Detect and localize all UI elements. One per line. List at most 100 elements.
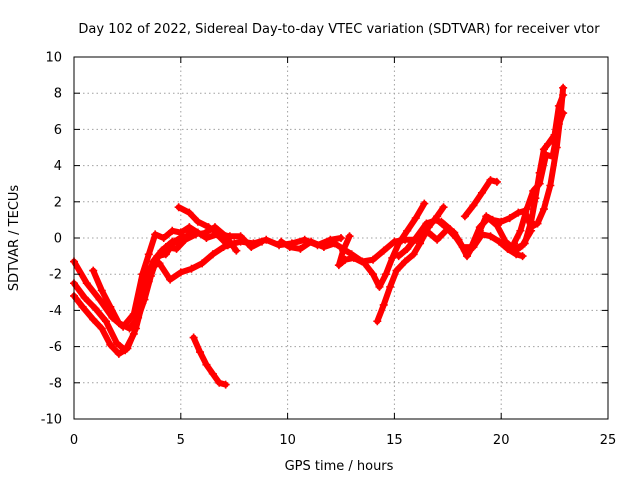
y-tick-label: 8 xyxy=(54,87,62,102)
data-point xyxy=(225,232,234,241)
data-point xyxy=(134,313,143,322)
data-point xyxy=(401,257,410,266)
data-point xyxy=(386,282,395,291)
data-point xyxy=(349,253,358,262)
x-tick-label: 10 xyxy=(279,433,296,448)
data-point xyxy=(236,232,245,241)
y-tick-labels: -10 -8 -6 -4 -2 0 2 4 6 8 10 xyxy=(41,51,62,428)
y-tick-label: 4 xyxy=(54,159,62,174)
data-point xyxy=(174,203,183,212)
data-point xyxy=(469,201,478,210)
data-point xyxy=(91,304,100,313)
data-point xyxy=(522,205,531,214)
series-trace xyxy=(190,334,229,388)
data-point xyxy=(548,152,557,161)
data-point xyxy=(554,101,563,110)
data-point xyxy=(166,275,175,284)
data-point xyxy=(369,255,378,264)
data-point xyxy=(409,250,418,259)
series-track-5 xyxy=(138,239,239,284)
data-point xyxy=(546,181,555,190)
data-point xyxy=(123,344,132,353)
data-point xyxy=(189,333,198,342)
data-point xyxy=(381,270,390,279)
data-point xyxy=(505,214,514,223)
data-point xyxy=(330,239,339,248)
data-point xyxy=(161,250,170,259)
data-point xyxy=(208,369,217,378)
y-tick-label: 6 xyxy=(54,123,62,138)
series-track-13 xyxy=(437,83,568,261)
data-point xyxy=(369,270,378,279)
data-point xyxy=(106,340,115,349)
chart-title: Day 102 of 2022, Sidereal Day-to-day VTE… xyxy=(78,22,600,37)
data-point xyxy=(345,232,354,241)
series-track-3 xyxy=(70,230,200,358)
data-point xyxy=(539,145,548,154)
data-point xyxy=(460,212,469,221)
data-point xyxy=(539,205,548,214)
data-point xyxy=(433,235,442,244)
series-track-7 xyxy=(189,333,230,389)
data-point xyxy=(373,317,382,326)
data-point xyxy=(422,219,431,228)
data-point xyxy=(420,199,429,208)
data-point xyxy=(89,315,98,324)
data-point xyxy=(193,217,202,226)
data-point xyxy=(495,237,504,246)
x-tick-labels: 0 5 10 15 20 25 xyxy=(70,433,616,448)
series-track-9 xyxy=(334,199,429,291)
data-point xyxy=(559,91,568,100)
y-axis-label: SDTVAR / TECUs xyxy=(7,185,22,292)
data-point xyxy=(514,244,523,253)
data-point xyxy=(102,317,111,326)
data-point xyxy=(516,226,525,235)
series-track-4 xyxy=(89,232,187,333)
axis-ticks xyxy=(73,56,609,420)
data-point xyxy=(475,226,484,235)
series-track-16 xyxy=(510,109,568,248)
data-point xyxy=(97,324,106,333)
data-point xyxy=(411,234,420,242)
data-point xyxy=(510,239,519,248)
data-point xyxy=(559,83,568,92)
data-point xyxy=(159,234,168,242)
data-point xyxy=(257,237,266,246)
data-point xyxy=(394,239,403,248)
data-point xyxy=(208,250,217,259)
x-tick-label: 15 xyxy=(386,433,403,448)
data-point xyxy=(492,177,501,186)
x-axis-label: GPS time / hours xyxy=(285,459,394,474)
data-point xyxy=(379,246,388,255)
y-tick-label: 2 xyxy=(54,195,62,210)
data-point xyxy=(542,150,551,159)
data-point xyxy=(360,259,369,268)
data-point xyxy=(341,255,350,264)
series-trace xyxy=(461,177,500,220)
x-tick-label: 25 xyxy=(600,433,617,448)
data-point xyxy=(518,252,527,261)
data-point xyxy=(140,295,149,304)
data-point xyxy=(514,208,523,217)
y-tick-label: 10 xyxy=(45,51,62,66)
data-point xyxy=(82,279,91,288)
data-point xyxy=(219,243,228,252)
data-point xyxy=(497,217,506,226)
data-point xyxy=(89,266,98,275)
series-track-14 xyxy=(460,176,501,221)
data-point xyxy=(512,250,521,259)
data-point xyxy=(319,243,328,252)
data-point xyxy=(247,243,256,252)
data-traces xyxy=(70,83,568,389)
data-point xyxy=(296,244,305,253)
data-point xyxy=(445,224,454,233)
data-point xyxy=(106,302,115,311)
data-point xyxy=(112,338,121,347)
data-point xyxy=(482,212,491,221)
data-point xyxy=(533,219,542,228)
data-point xyxy=(198,259,207,268)
series-track-6 xyxy=(174,203,266,252)
data-point xyxy=(439,203,448,212)
data-point xyxy=(379,300,388,309)
data-point xyxy=(424,228,433,237)
